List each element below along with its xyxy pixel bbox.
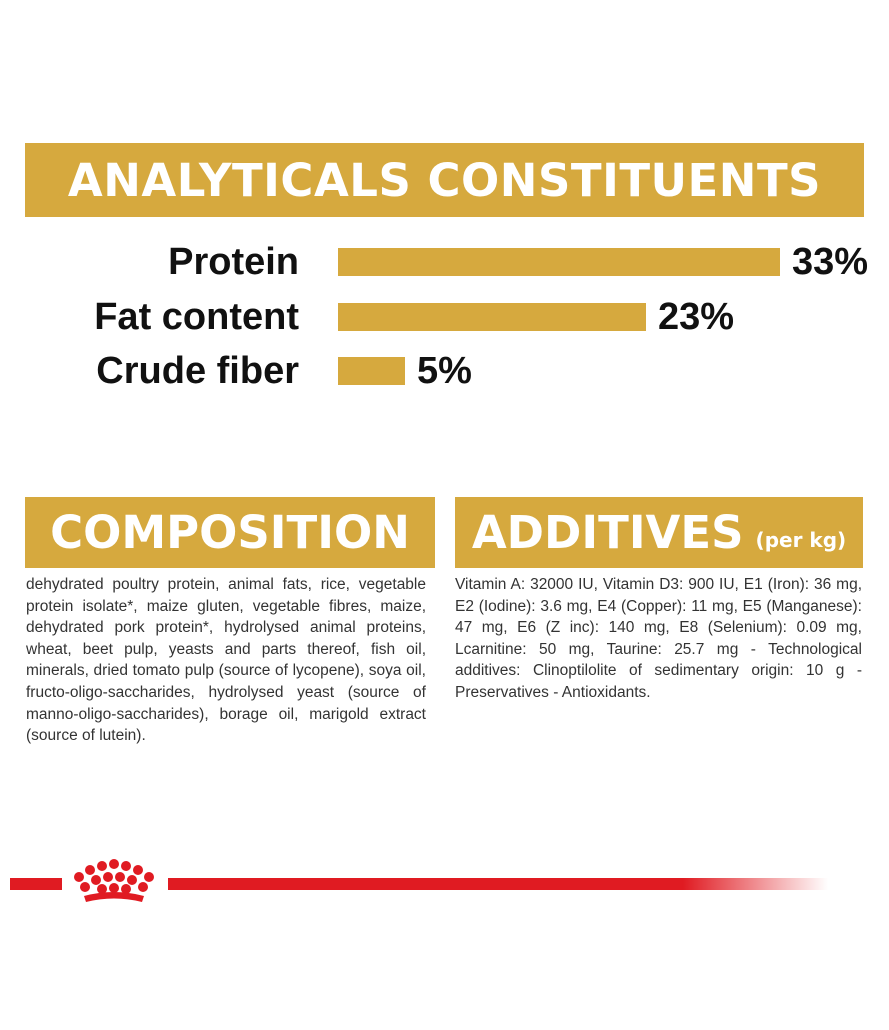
bar-label: Crude fiber bbox=[96, 350, 299, 392]
bar-value: 23% bbox=[658, 296, 735, 338]
bar-row-fat: Fat content 23% bbox=[0, 297, 889, 337]
bar-value: 33% bbox=[792, 241, 869, 283]
bar-value: 5% bbox=[417, 350, 472, 392]
bar-row-protein: Protein 33% bbox=[0, 242, 889, 282]
additives-title: ADDITIVES bbox=[471, 506, 744, 559]
analytical-constituents-header: ANALYTICALS CONSTITUENTS bbox=[25, 143, 864, 217]
additives-header: ADDITIVES (per kg) bbox=[455, 497, 863, 568]
bar bbox=[338, 357, 405, 385]
bar-label: Protein bbox=[168, 241, 299, 283]
bar-row-fiber: Crude fiber 5% bbox=[0, 351, 889, 391]
bar bbox=[338, 248, 780, 276]
composition-text: dehydrated poultry protein, animal fats,… bbox=[26, 576, 426, 745]
additives-text: Vitamin A: 32000 IU, Vitamin D3: 900 IU,… bbox=[455, 576, 862, 701]
composition-title: COMPOSITION bbox=[50, 506, 410, 559]
additives-subtitle: (per kg) bbox=[755, 527, 847, 552]
crown-icon bbox=[74, 859, 154, 902]
brand-line-left bbox=[10, 878, 62, 890]
bar bbox=[338, 303, 646, 331]
composition-header: COMPOSITION bbox=[25, 497, 435, 568]
bar-label: Fat content bbox=[94, 296, 299, 338]
brand-line-right bbox=[168, 878, 828, 890]
analytical-title: ANALYTICALS CONSTITUENTS bbox=[67, 153, 822, 207]
